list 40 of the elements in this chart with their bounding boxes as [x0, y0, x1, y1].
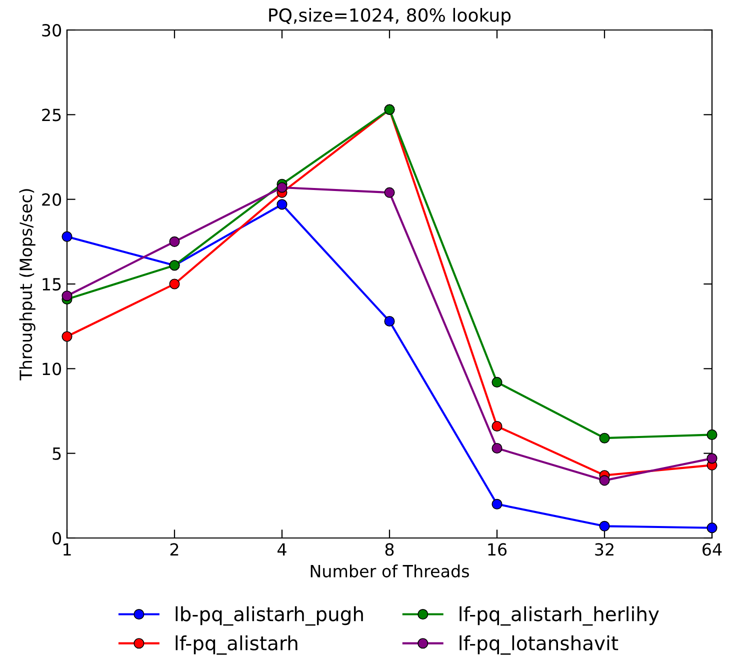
x-tick-label: 32	[595, 543, 614, 556]
y-tick-label: 15	[42, 278, 61, 291]
point	[384, 316, 395, 327]
point	[492, 376, 502, 388]
point	[492, 420, 502, 432]
point	[599, 520, 610, 532]
point	[62, 231, 72, 242]
y-tick-label: 25	[42, 108, 61, 122]
point	[599, 475, 610, 486]
legend-label: lf-pq_alistarh	[176, 635, 298, 655]
point	[706, 453, 718, 464]
x-axis-title: Number of Threads	[310, 564, 469, 578]
point	[276, 199, 288, 210]
point	[706, 522, 718, 534]
x-tick-label: 8	[385, 543, 394, 556]
y-tick-label: 0	[52, 532, 62, 545]
point	[62, 290, 72, 302]
point	[492, 442, 502, 454]
y-tick-label: 5	[52, 448, 61, 460]
x-tick-label: 64	[702, 543, 722, 556]
point	[62, 331, 72, 342]
legend-label: lf-pq_lotanshavit	[460, 635, 618, 655]
y-axis-title: Throughput (Mops/sec)	[19, 189, 36, 380]
legend-label: lf-pq_alistarh_herlihy	[460, 606, 659, 626]
legend-label: lb-pq_alistarh_pugh	[176, 606, 363, 626]
point	[384, 187, 395, 198]
point	[169, 278, 180, 290]
x-tick-label: 16	[488, 543, 507, 556]
y-tick-label: 20	[42, 193, 62, 206]
chart-title: PQ,size=1024, 80% lookup	[269, 8, 511, 26]
point	[492, 498, 502, 510]
point	[706, 429, 718, 440]
x-tick-label: 4	[278, 543, 286, 556]
x-tick-label: 1	[64, 543, 71, 556]
y-tick-label: 30	[42, 24, 62, 37]
point	[169, 236, 180, 247]
y-tick-label: 10	[42, 362, 62, 376]
point	[276, 182, 288, 193]
point	[599, 432, 610, 444]
x-tick-label: 2	[170, 543, 178, 556]
